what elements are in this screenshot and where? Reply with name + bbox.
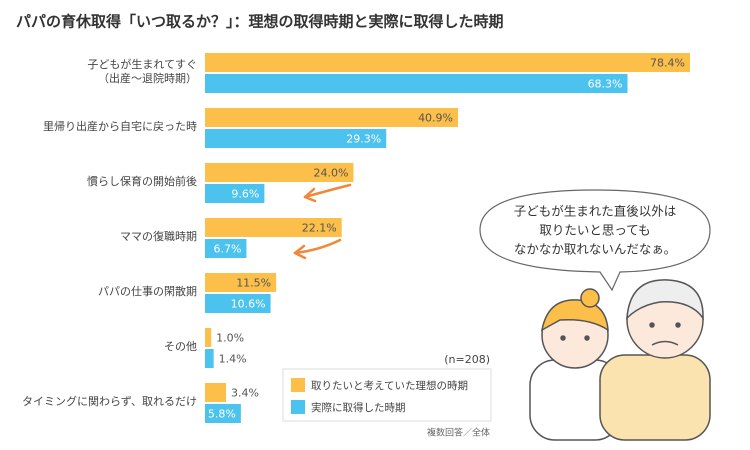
value-label: 10.6% xyxy=(231,298,266,311)
value-label: 68.3% xyxy=(588,78,623,91)
y-tick-label: その他 xyxy=(164,340,197,353)
arrow xyxy=(293,183,352,260)
y-tick-label: 慣らし保育の開始前後 xyxy=(87,174,197,188)
value-label: 24.0% xyxy=(314,167,349,180)
value-label: 40.9% xyxy=(418,112,453,125)
illustration xyxy=(529,279,711,441)
y-tick-label: 子どもが生まれてすぐ（出産〜退院時期） xyxy=(87,57,197,85)
legend xyxy=(282,368,492,422)
bar xyxy=(205,328,212,347)
y-tick-label: 里帰り出産から自宅に戻った時 xyxy=(43,119,197,133)
bar xyxy=(205,108,459,127)
bar xyxy=(205,53,690,72)
bar xyxy=(205,129,387,148)
value-label: 1.4% xyxy=(219,353,247,366)
value-label: 5.8% xyxy=(208,408,236,421)
chart-title: パパの育休取得「いつ取るか？」：理想の取得時期と実際に取得した時期 xyxy=(16,13,504,31)
value-label: 6.7% xyxy=(213,243,241,256)
value-label: 22.1% xyxy=(302,222,337,235)
sample-size: (n=208) xyxy=(444,353,490,366)
y-tick-label: パパの仕事の閑散期 xyxy=(98,284,197,298)
value-label: 11.5% xyxy=(236,277,271,290)
bar xyxy=(205,218,342,237)
legend-swatch xyxy=(291,400,305,414)
speech-text: 子どもが生まれた直後以外は xyxy=(514,204,677,219)
value-label: 9.6% xyxy=(231,188,259,201)
bar xyxy=(205,273,277,292)
bar xyxy=(205,74,628,93)
y-tick-label: タイミングに関わらず、取れるだけ xyxy=(22,394,197,408)
y-tick-label: ママの復職時期 xyxy=(120,230,197,243)
legend-label: 取りたいと考えていた理想の時期 xyxy=(311,379,468,392)
value-label: 1.0% xyxy=(216,332,244,345)
value-label: 3.4% xyxy=(231,387,259,400)
bar xyxy=(205,184,265,203)
bar xyxy=(205,239,247,258)
speech-text: なかなか取れないんだなぁ。 xyxy=(514,242,676,257)
footnote: 複数回答／全体 xyxy=(427,427,490,439)
bar xyxy=(205,349,214,368)
bar xyxy=(205,383,227,402)
legend-swatch xyxy=(291,378,305,392)
bar xyxy=(205,294,271,313)
speech-text: 取りたいと思っても xyxy=(539,223,650,238)
legend-label: 実際に取得した時期 xyxy=(311,401,406,414)
value-label: 78.4% xyxy=(650,57,685,70)
bar xyxy=(205,163,354,182)
bar xyxy=(205,404,241,423)
value-label: 29.3% xyxy=(346,133,381,146)
speech-bubble xyxy=(479,189,711,292)
